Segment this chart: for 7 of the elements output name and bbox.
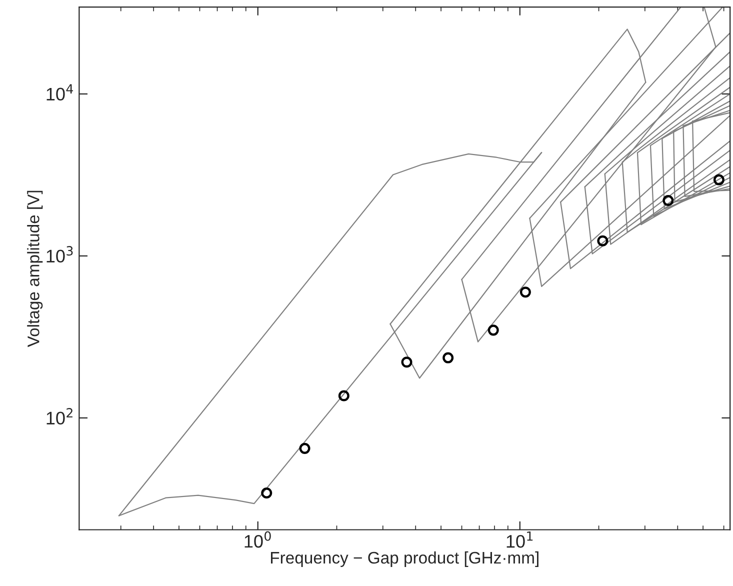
y-tick-label: 10$^{4}$ bbox=[46, 84, 74, 101]
y-axis-title: Voltage amplitude [V] bbox=[27, 190, 43, 348]
y-tick-label: 10$^{2}$ bbox=[46, 408, 72, 424]
y-tick-label: 10$^{3}$ bbox=[46, 246, 73, 263]
x-tick-label: 10$^{1}$ bbox=[506, 531, 533, 548]
x-axis-title: Frequency − Gap product [GHz·mm] bbox=[270, 551, 538, 567]
x-tick-label: 10$^{0}$ bbox=[244, 531, 271, 548]
